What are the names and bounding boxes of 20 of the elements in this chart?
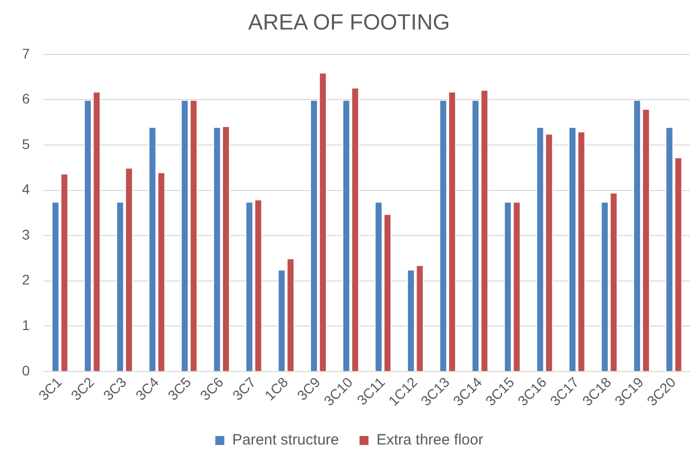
- legend-label: Extra three floor: [376, 432, 484, 449]
- x-tick-label: 3C9: [294, 374, 324, 404]
- chart-title: AREA OF FOOTING: [248, 9, 450, 34]
- y-tick-label: 7: [22, 45, 30, 62]
- y-tick-label: 0: [22, 362, 30, 378]
- x-tick-label: 3C1: [35, 374, 65, 404]
- x-tick-label: 3C5: [164, 374, 194, 404]
- x-tick-label: 3C4: [132, 374, 162, 404]
- x-tick-label: 1C8: [261, 374, 292, 404]
- y-tick-label: 6: [22, 90, 30, 107]
- x-tick-label: 3C2: [68, 374, 98, 404]
- x-tick-label: 3C6: [196, 374, 226, 404]
- x-tick-label: 3C7: [229, 374, 259, 404]
- y-tick-label: 5: [22, 136, 30, 152]
- y-tick-label: 2: [22, 272, 30, 288]
- y-tick-label: 1: [22, 317, 30, 334]
- y-tick-label: 4: [22, 181, 30, 198]
- x-tick-label: 3C3: [100, 374, 130, 404]
- y-tick-label: 3: [22, 226, 30, 242]
- legend-label: Parent structure: [232, 432, 340, 449]
